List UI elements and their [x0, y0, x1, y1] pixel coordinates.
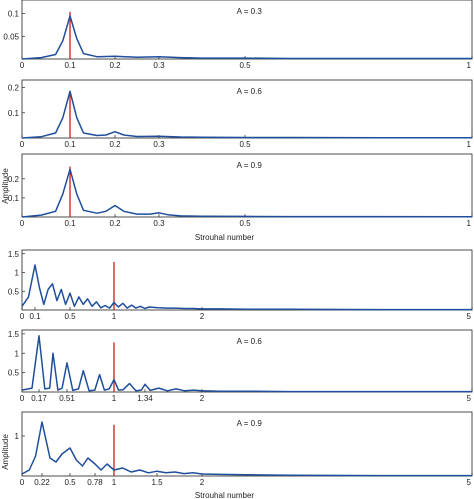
x-tick-label: 0.5: [239, 140, 251, 149]
plot-frame: [21, 411, 473, 477]
y-axis-label: Amplitude: [1, 168, 10, 204]
x-tick-label: 0.5: [239, 61, 251, 70]
x-axis-label: Strouhal number: [195, 233, 254, 242]
x-tick-label: 0.22: [34, 478, 50, 487]
spectrum-panel-5: 0 0.17 0.51 1 1.34 2 50.511.5A = 0.6: [8, 329, 473, 403]
x-tick-label: 0.5: [64, 478, 76, 487]
x-tick-label: 0.5: [64, 312, 76, 321]
spectrum-line: [21, 421, 472, 477]
x-tick-label: 0.3: [153, 61, 165, 70]
y-tick-label: 0.5: [8, 369, 20, 378]
spectrum-panel-1: 0 0.1 0.2 0.3 0.5 1 0.05 0.1 A = 0.3: [3, 0, 473, 70]
plot-frame: [21, 0, 473, 60]
x-tick-label: 0.3: [153, 219, 165, 228]
x-tick-label: 1: [112, 394, 117, 403]
x-tick-label: 0.17: [31, 394, 47, 403]
y-tick-label: 0.1: [8, 10, 20, 19]
y-tick-label: 0.1: [8, 109, 20, 118]
x-tick-label: 0: [20, 61, 25, 70]
x-tick-label: 0: [20, 312, 25, 321]
x-tick-label: 5: [467, 478, 472, 487]
x-tick-label: 0.1: [64, 219, 76, 228]
x-tick-label: 0.2: [109, 219, 121, 228]
x-tick-label: 2: [200, 478, 205, 487]
spectrum-panel-6: 0 0.22 0.5 0.78 1 1.5 2 5 1 A = 0.9 Strouhal numbe…: [1, 411, 473, 499]
y-tick-label: 1.5: [8, 330, 20, 339]
x-axis-label: Strouhal number: [195, 491, 254, 499]
x-tick-label: 1: [112, 312, 117, 321]
x-tick-label: 0: [20, 478, 25, 487]
y-tick-label: 0.2: [8, 84, 20, 93]
x-tick-label: 2: [200, 312, 205, 321]
x-tick-label: 2: [200, 394, 205, 403]
x-tick-label: 1: [112, 478, 117, 487]
y-tick-label: 0.1: [8, 194, 20, 203]
x-tick-label: 0.3: [153, 140, 165, 149]
x-tick-label: 1: [467, 140, 472, 149]
plot-frame: [21, 329, 473, 393]
amplitude-annotation: A = 0.9: [237, 161, 263, 170]
spectrum-line: [21, 15, 472, 60]
spectrum-panel-4: 0 0.1 0.5 1 2 5 0.5 1 1.5: [8, 249, 473, 321]
x-tick-label: 1: [467, 61, 472, 70]
amplitude-annotation: A = 0.6: [237, 337, 263, 346]
spectrum-line: [21, 335, 472, 393]
x-tick-label: 0.5: [239, 219, 251, 228]
x-tick-label: 0.1: [29, 312, 41, 321]
spectrum-line: [21, 264, 472, 311]
y-tick-label: 0.2: [8, 175, 20, 184]
y-tick-label: 1: [15, 349, 20, 358]
spectrum-line: [21, 168, 473, 218]
x-tick-label: 0: [20, 140, 25, 149]
x-tick-label: 0.1: [64, 61, 76, 70]
y-tick-label: 1: [15, 432, 20, 441]
x-tick-label: 5: [467, 394, 472, 403]
x-tick-label: 0.1: [64, 140, 76, 149]
x-tick-label: 0.51: [59, 394, 75, 403]
y-tick-label: 1: [15, 269, 20, 278]
y-axis-label: Amplitude: [1, 434, 10, 470]
y-tick-label: 0.5: [8, 287, 20, 296]
x-tick-label: 1: [467, 219, 472, 228]
x-tick-label: 1.34: [137, 394, 153, 403]
amplitude-annotation: A = 0.6: [237, 87, 263, 96]
x-tick-label: 0.2: [109, 61, 121, 70]
x-tick-label: 0.78: [87, 478, 103, 487]
amplitude-annotation: A = 0.3: [237, 7, 263, 16]
spectrum-panel-3: 0 0.1 0.2 0.3 0.5 1 0.1 0.2 A = 0.9 Strouhal numb…: [1, 153, 473, 242]
x-tick-label: 0.2: [109, 140, 121, 149]
x-tick-label: 1.5: [151, 478, 163, 487]
x-tick-label: 5: [467, 312, 472, 321]
amplitude-annotation: A = 0.9: [237, 419, 263, 428]
spectrum-line: [21, 90, 472, 139]
y-tick-label: 0.05: [3, 32, 19, 41]
x-tick-label: 0: [20, 219, 25, 228]
y-tick-label: 1.5: [8, 250, 20, 259]
spectrum-panel-2: 0 0.1 0.2 0.3 0.5 1 0.1 0.2 A = 0.6: [8, 79, 473, 149]
x-tick-label: 0: [20, 394, 25, 403]
